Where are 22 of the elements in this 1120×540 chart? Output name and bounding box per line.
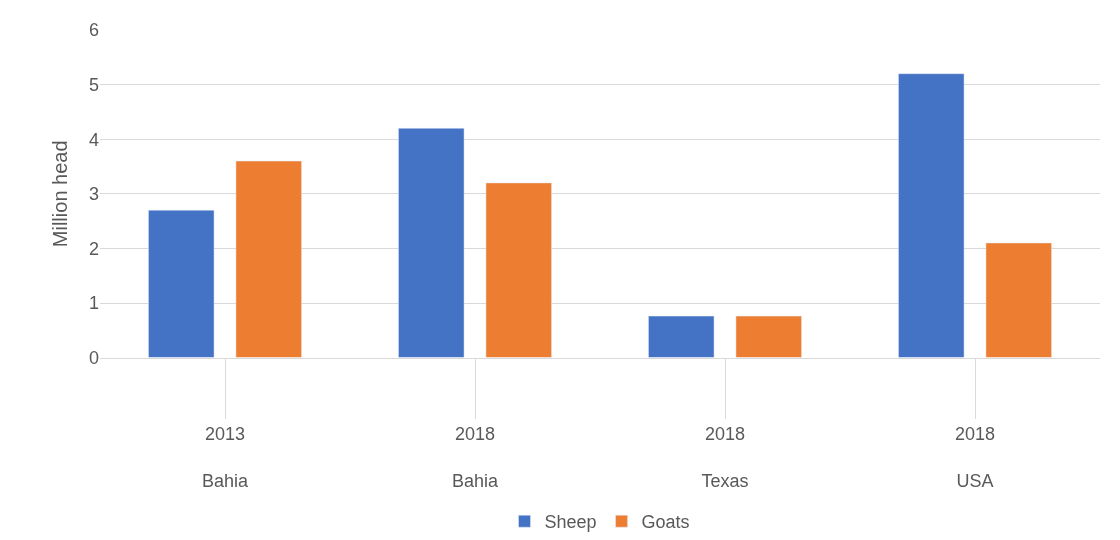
y-tick-label: 1 [88, 293, 99, 314]
bar [485, 182, 552, 358]
category-label: 2018 Bahia [451, 424, 499, 491]
y-tick-label: 3 [88, 184, 99, 205]
legend-label: Goats [641, 512, 690, 533]
bar [735, 315, 802, 358]
bar [898, 73, 965, 358]
y-tick-label: 2 [88, 238, 99, 259]
legend-label: Sheep [544, 512, 597, 533]
bar [148, 209, 215, 358]
y-tick-label: 5 [88, 74, 99, 95]
y-tick-label: 0 [88, 347, 99, 368]
y-tick-label: 4 [88, 129, 99, 150]
bar [648, 315, 715, 358]
category-label: 2018 Texas [701, 424, 749, 491]
bar [985, 242, 1052, 358]
category-label: 2018 USA [954, 424, 996, 491]
bar [398, 128, 465, 358]
y-tick-label: 6 [88, 20, 99, 41]
bar [235, 160, 302, 358]
y-axis-title: Million head [49, 140, 72, 248]
category-label: 2013 Bahia [201, 424, 249, 491]
